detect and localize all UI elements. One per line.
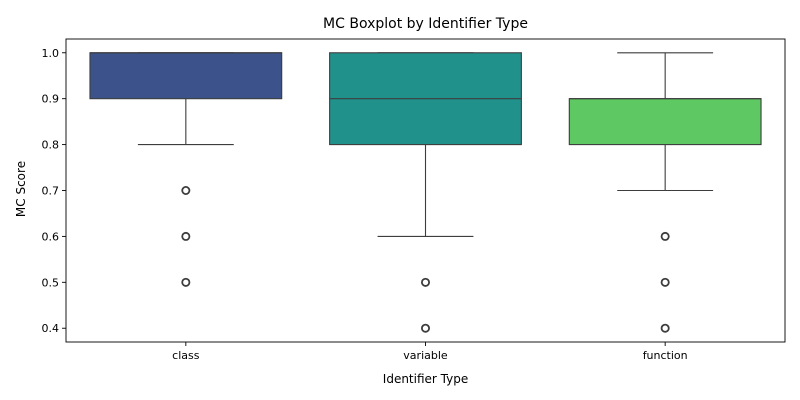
y-axis-label: MC Score (14, 161, 28, 217)
axes: 0.4 0.5 0.6 0.7 0.8 0.9 1.0 class variable functi… (42, 38, 786, 362)
y-tick-label: 0.6 (42, 230, 60, 243)
y-tick-label: 0.5 (42, 276, 60, 289)
outlier-point (660, 323, 670, 333)
iqr-box (568, 98, 762, 146)
outlier-point (420, 277, 430, 287)
x-tick-label: class (172, 349, 200, 362)
x-tick-label: function (643, 349, 688, 362)
x-tick-label: variable (403, 349, 448, 362)
y-tick-label: 0.7 (42, 185, 60, 198)
x-axis-label: Identifier Type (383, 372, 468, 386)
y-tick-label: 1.0 (42, 47, 60, 60)
box-variable (329, 52, 522, 333)
box-function (568, 52, 762, 333)
plot-area (89, 52, 762, 333)
y-tick-label: 0.8 (42, 139, 60, 152)
outlier-point (181, 231, 191, 241)
outlier-point (181, 277, 191, 287)
iqr-box (89, 52, 283, 100)
chart-title: MC Boxplot by Identifier Type (323, 16, 528, 32)
outlier-point (660, 231, 670, 241)
y-tick-label: 0.9 (42, 93, 60, 106)
outlier-point (420, 323, 430, 333)
box-class (89, 52, 283, 287)
outlier-point (660, 277, 670, 287)
outlier-point (181, 185, 191, 195)
y-tick-label: 0.4 (42, 322, 60, 335)
